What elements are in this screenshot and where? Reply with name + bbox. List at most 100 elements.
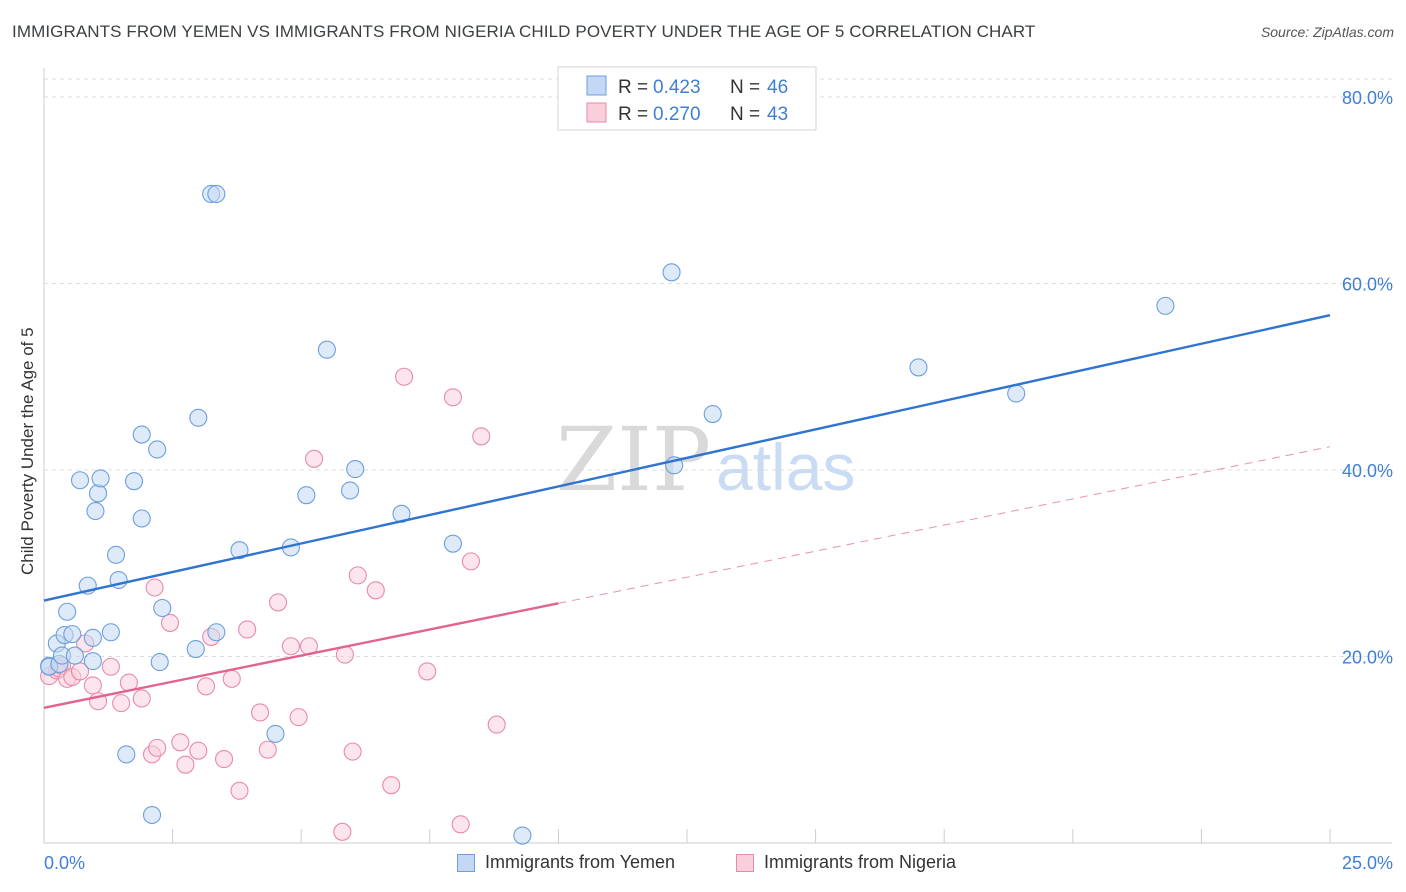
yemen-point-19 [117, 745, 136, 764]
series-legend: Immigrants from Yemen Immigrants from Ni… [0, 852, 1406, 878]
legend-nigeria-swatch [586, 102, 607, 123]
source-credit: Source: ZipAtlas.com [1260, 24, 1394, 40]
yemen-point-16 [101, 623, 120, 642]
nigeria-point-46 [487, 715, 506, 734]
nigeria-point-45 [472, 427, 491, 446]
legend-n-value-yemen: 46 [767, 77, 788, 98]
nigeria-point-29 [269, 593, 288, 612]
axes [43, 68, 1392, 844]
nigeria-point-25 [230, 781, 249, 800]
yemen-point-15 [91, 469, 110, 488]
legend-n-value-nigeria: 43 [767, 104, 788, 125]
yemen-point-38 [346, 460, 365, 479]
yemen-point-24 [148, 440, 167, 459]
nigeria-point-8 [83, 676, 102, 695]
x-tick-label-max: 25.0% [1342, 853, 1393, 873]
legend-label-yemen: Immigrants from Yemen [485, 852, 676, 872]
yemen-point-26 [153, 598, 172, 618]
legend-yemen-swatch [586, 75, 607, 96]
nigeria-point-31 [289, 708, 308, 727]
nigeria-point-42 [443, 388, 462, 407]
legend-r-value-nigeria: 0.270 [653, 104, 701, 125]
yemen-point-47 [1156, 296, 1175, 315]
yemen-point-12 [83, 628, 102, 647]
legend-r-value-yemen: 0.423 [653, 77, 701, 98]
trend-lines [43, 314, 1331, 709]
yemen-point-21 [132, 509, 151, 528]
chart-title: IMMIGRANTS FROM YEMEN VS IMMIGRANTS FROM… [12, 22, 1036, 41]
yemen-point-31 [207, 623, 226, 642]
yemen-point-41 [513, 826, 532, 845]
legend-r-label-nigeria: R = [618, 104, 648, 125]
nigeria-point-23 [214, 750, 234, 769]
yemen-point-27 [186, 639, 205, 659]
yemen-point-22 [132, 425, 151, 444]
nigeria-point-37 [348, 566, 367, 585]
nigeria-point-33 [305, 449, 324, 468]
x-tick-label-min: 0.0% [44, 853, 85, 873]
yemen-point-28 [189, 408, 208, 427]
yemen-point-35 [297, 486, 316, 505]
nigeria-point-27 [250, 703, 270, 722]
yemen-point-6 [58, 602, 77, 621]
yemen-point-14 [88, 484, 108, 503]
nigeria-point-26 [238, 620, 257, 639]
yemen-point-25 [150, 653, 169, 672]
nigeria-point-43 [451, 815, 470, 834]
yemen-point-36 [317, 340, 336, 359]
nigeria-point-30 [281, 637, 300, 656]
tick-labels: 20.0% 40.0% 60.0% 80.0% 0.0% 25.0% [44, 88, 1393, 873]
yemen-point-44 [703, 404, 722, 424]
nigeria-point-38 [366, 581, 385, 600]
nigeria-point-16 [148, 738, 167, 757]
yemen-point-45 [909, 358, 928, 377]
legend-n-label-yemen: N = [730, 77, 760, 98]
nigeria-swatch [736, 853, 754, 872]
y-tick-label-80: 80.0% [1342, 88, 1393, 108]
nigeria-trend-line [43, 602, 559, 709]
legend-item-yemen[interactable]: Immigrants from Yemen [457, 852, 675, 873]
nigeria-point-34 [333, 822, 352, 841]
watermark-atlas: atlas [716, 430, 855, 504]
legend-item-nigeria[interactable]: Immigrants from Nigeria [736, 852, 956, 873]
grid-lines [44, 78, 1392, 657]
yemen-point-40 [443, 534, 462, 553]
yemen-point-13 [86, 501, 105, 521]
nigeria-point-10 [101, 657, 120, 676]
nigeria-point-21 [196, 677, 216, 696]
yemen-point-33 [266, 724, 285, 743]
yemen-point-20 [124, 472, 144, 491]
yemen-point-11 [83, 652, 102, 671]
nigeria-point-11 [112, 694, 131, 713]
nigeria-point-13 [132, 689, 151, 708]
nigeria-points [40, 367, 506, 841]
y-tick-label-20: 20.0% [1342, 648, 1393, 668]
watermark-zip: ZIP [556, 408, 711, 511]
yemen-trend-line [43, 314, 1331, 602]
yemen-point-8 [65, 646, 84, 665]
yemen-point-30 [207, 184, 226, 204]
yemen-point-32 [230, 541, 249, 560]
nigeria-trend-line-extension [558, 446, 1331, 604]
yemen-points [40, 184, 1175, 845]
nigeria-point-19 [176, 755, 195, 774]
y-tick-label-60: 60.0% [1342, 275, 1393, 295]
yemen-point-37 [341, 481, 360, 500]
watermark: ZIP atlas [556, 408, 855, 511]
legend-r-label-yemen: R = [618, 77, 648, 98]
yemen-point-23 [142, 805, 162, 825]
yemen-swatch [457, 853, 475, 872]
nigeria-point-24 [222, 669, 241, 688]
nigeria-point-17 [160, 613, 180, 632]
nigeria-point-41 [418, 662, 437, 681]
correlation-legend: R = 0.423 N = 46 R = 0.270 N = 43 [557, 66, 817, 131]
nigeria-point-28 [258, 740, 277, 759]
nigeria-point-18 [171, 733, 190, 752]
yemen-point-42 [662, 263, 681, 282]
yemen-point-46 [1007, 384, 1026, 403]
nigeria-point-15 [145, 578, 164, 597]
nigeria-point-20 [189, 741, 208, 760]
nigeria-point-36 [343, 742, 362, 761]
legend-label-nigeria: Immigrants from Nigeria [764, 852, 957, 872]
